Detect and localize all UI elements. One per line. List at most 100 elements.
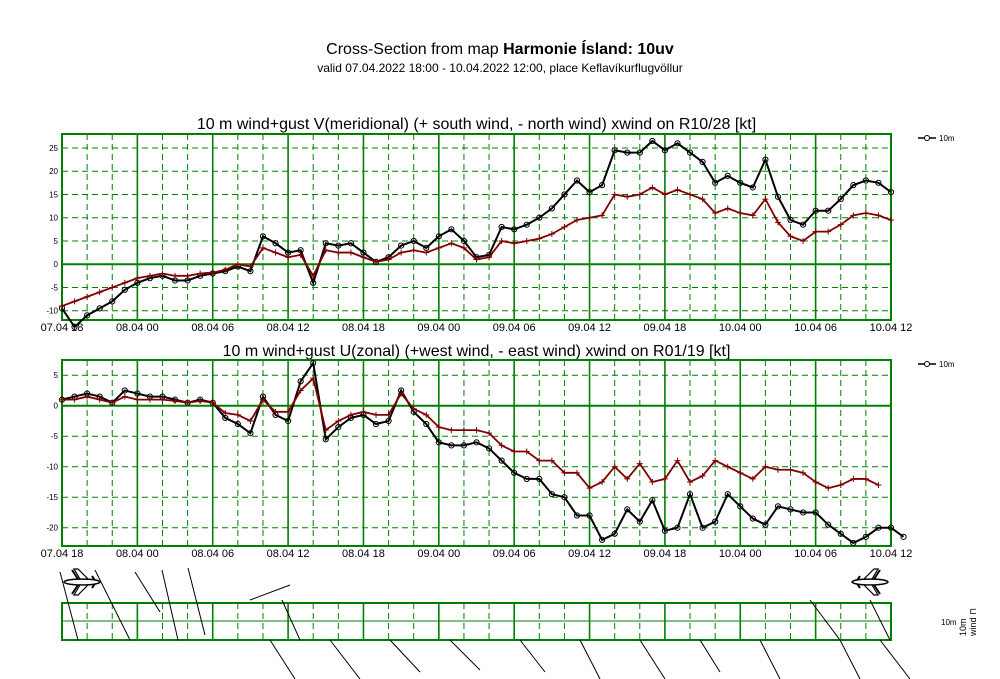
- point-gust: [172, 397, 179, 404]
- point-wind: [234, 420, 241, 428]
- point-gust: [498, 237, 505, 244]
- x-tick-label: 08.04 18: [342, 548, 385, 560]
- point-wind: [573, 512, 581, 519]
- point-gust: [536, 457, 543, 464]
- point-gust: [699, 196, 706, 203]
- point-gust: [636, 460, 643, 467]
- point-wind: [749, 184, 756, 191]
- point-wind: [96, 305, 103, 312]
- y-tick-label: 5: [54, 371, 59, 380]
- point-gust: [460, 244, 467, 251]
- point-wind: [661, 527, 669, 534]
- x-tick-label: 09.04 00: [417, 322, 460, 334]
- point-wind: [347, 240, 354, 247]
- strip-legend-label: 10m: [941, 618, 957, 627]
- point-gust: [875, 482, 882, 489]
- point-gust: [209, 269, 216, 276]
- y-tick-label: 5: [54, 237, 59, 246]
- point-wind: [825, 521, 832, 528]
- point-wind: [536, 475, 543, 483]
- panel-title: 10 m wind+gust U(zonal) (+west wind, - e…: [223, 343, 731, 360]
- point-gust: [573, 217, 580, 224]
- wind-barb: [269, 639, 296, 679]
- point-wind: [322, 240, 329, 247]
- point-gust: [661, 475, 668, 482]
- point-gust: [561, 469, 568, 476]
- point-gust: [548, 457, 555, 464]
- point-gust: [800, 237, 807, 244]
- y-tick-label: 15: [49, 190, 58, 199]
- point-gust: [674, 186, 681, 193]
- point-wind: [624, 149, 631, 156]
- point-gust: [862, 475, 869, 482]
- y-tick-label: 10: [49, 214, 58, 223]
- point-wind: [272, 240, 279, 247]
- legend-marker: [924, 361, 930, 367]
- y-tick-label: -5: [51, 283, 59, 292]
- airplane-left-icon: [63, 568, 101, 596]
- point-wind: [611, 530, 618, 537]
- point-wind: [661, 147, 669, 154]
- plot-frame: [61, 359, 892, 547]
- airplane-wings: [72, 568, 90, 596]
- point-wind: [385, 417, 392, 425]
- point-gust: [586, 485, 593, 492]
- point-gust: [272, 408, 279, 415]
- point-wind: [762, 156, 769, 163]
- point-wind: [423, 420, 430, 428]
- y-tick-label: 20: [49, 167, 58, 176]
- point-gust: [837, 482, 844, 489]
- point-gust: [812, 478, 819, 485]
- point-gust: [749, 212, 756, 219]
- point-gust: [209, 399, 216, 406]
- x-tick-label: 09.04 12: [568, 322, 611, 334]
- airplane-right-icon: [851, 568, 889, 596]
- point-gust: [636, 191, 643, 198]
- y-tick-label: 0: [54, 402, 59, 411]
- point-gust: [96, 396, 103, 403]
- point-wind: [875, 179, 882, 186]
- point-gust: [561, 224, 568, 230]
- point-wind: [448, 226, 455, 233]
- point-wind: [335, 423, 342, 431]
- chart-panel-1: 10 m wind+gust V(meridional) (+ south wi…: [41, 116, 955, 334]
- point-wind: [599, 182, 606, 189]
- point-wind: [548, 491, 555, 498]
- point-gust: [310, 375, 317, 382]
- point-gust: [862, 210, 869, 217]
- point-wind: [850, 539, 857, 547]
- chart-header: Cross-Section from map Harmonie Ísland: …: [0, 40, 1000, 76]
- wind-barb: [519, 639, 546, 673]
- point-gust: [661, 191, 668, 198]
- point-wind: [712, 518, 719, 525]
- chart-subtitle: valid 07.04.2022 18:00 - 10.04.2022 12:0…: [317, 61, 683, 75]
- x-tick-label: 10.04 12: [870, 322, 913, 334]
- point-wind: [109, 298, 116, 305]
- point-gust: [71, 396, 78, 403]
- point-gust: [121, 279, 128, 286]
- point-gust: [460, 427, 467, 434]
- point-wind: [247, 430, 254, 437]
- point-gust: [423, 411, 430, 418]
- point-gust: [373, 258, 380, 265]
- point-gust: [347, 249, 354, 256]
- point-gust: [146, 396, 153, 403]
- airplane-fuselage: [851, 578, 889, 586]
- wind-barb: [699, 639, 721, 673]
- point-gust: [109, 399, 116, 406]
- point-wind: [636, 518, 643, 525]
- point-gust: [800, 469, 807, 476]
- point-gust: [322, 427, 329, 434]
- point-gust: [875, 212, 882, 219]
- point-gust: [611, 463, 618, 470]
- x-tick-label: 09.04 18: [643, 322, 686, 334]
- wind-barb: [59, 571, 79, 641]
- point-wind: [548, 205, 555, 212]
- point-gust: [146, 272, 153, 279]
- point-gust: [121, 393, 128, 400]
- point-wind: [372, 420, 380, 428]
- point-gust: [84, 293, 91, 300]
- point-gust: [586, 214, 593, 221]
- point-wind: [435, 439, 442, 446]
- point-gust: [159, 396, 166, 403]
